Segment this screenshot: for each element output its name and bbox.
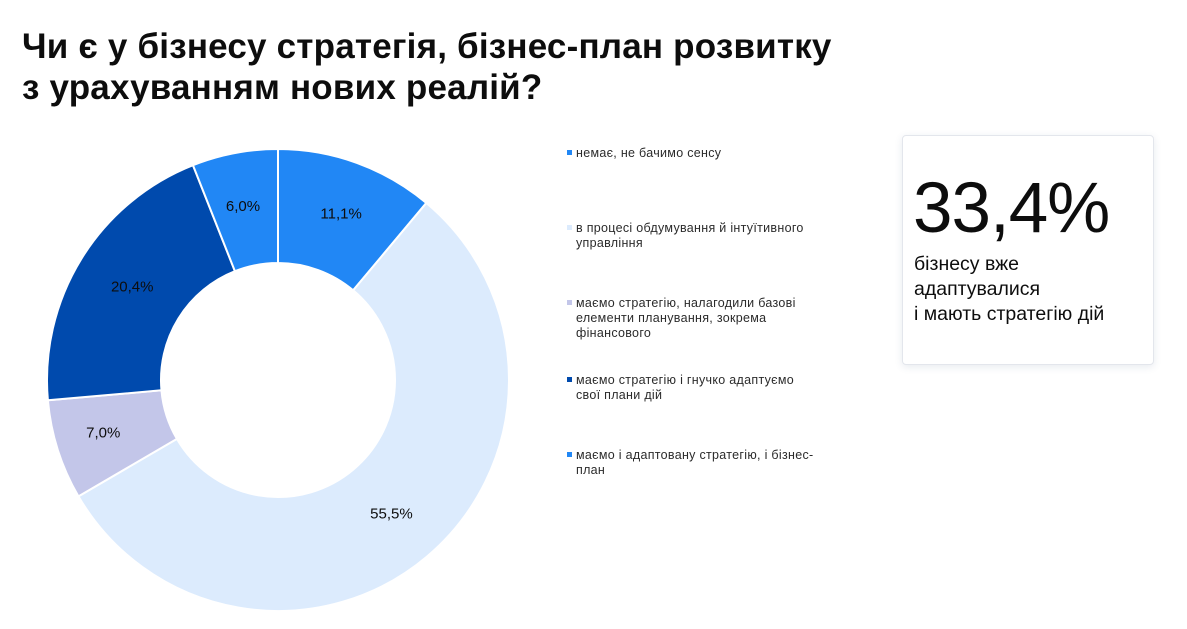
slice-flexible-strategy-label: 20,4%	[111, 279, 154, 296]
legend-item: маємо стратегію, налагодили базові елемен…	[567, 296, 857, 341]
page-title: Чи є у бізнесу стратегія, бізнес-план ро…	[22, 26, 902, 108]
slice-no-sense-label: 11,1%	[320, 206, 361, 223]
legend-swatch	[567, 377, 572, 382]
legend-label: маємо і адаптовану стратегію, і бізнес-п…	[576, 448, 814, 477]
slice-strategy-and-plan-label: 6,0%	[226, 198, 260, 215]
slice-thinking-intuitive-label: 55,5%	[370, 506, 413, 523]
callout-line-2: адаптувалися	[914, 278, 1041, 300]
legend-swatch	[567, 225, 572, 230]
legend-item: в процесі обдумування й інтуїтивного упра…	[567, 221, 857, 251]
callout-line-3: і мають стратегію дій	[914, 303, 1105, 325]
title-line-1: Чи є у бізнесу стратегія, бізнес-план ро…	[22, 27, 832, 66]
legend-label: маємо стратегію і гнучко адаптуємо свої п…	[576, 373, 794, 402]
title-line-2: з урахуванням нових реалій?	[22, 68, 543, 107]
donut-slices	[46, 147, 510, 612]
legend-swatch	[567, 150, 572, 155]
callout-value: 33,4%	[913, 169, 1110, 248]
slice-strategy-and-plan	[191, 147, 279, 273]
slice-flexible-strategy	[46, 163, 237, 402]
donut-chart: 11,1% 55,5% 7,0% 20,4% 6,0%	[46, 147, 510, 612]
legend-label: немає, не бачимо сенсу	[576, 146, 722, 160]
slice-basic-planning-label: 7,0%	[86, 424, 120, 441]
callout-text: бізнесу вже адаптувалися і мають стратег…	[914, 252, 1150, 327]
legend-item: немає, не бачимо сенсу	[567, 146, 857, 161]
legend-swatch	[567, 452, 572, 457]
legend-swatch	[567, 300, 572, 305]
legend-label: маємо стратегію, налагодили базові елемен…	[576, 296, 796, 340]
highlight-callout: 33,4% бізнесу вже адаптувалися і мають с…	[902, 135, 1154, 365]
slice-thinking-intuitive	[77, 201, 510, 612]
callout-line-1: бізнесу вже	[914, 253, 1020, 275]
legend-label: в процесі обдумування й інтуїтивного упра…	[576, 221, 804, 250]
legend-item: маємо і адаптовану стратегію, і бізнес-п…	[567, 448, 857, 478]
legend-item: маємо стратегію і гнучко адаптуємо свої п…	[567, 373, 857, 403]
donut-slice-labels: 11,1% 55,5% 7,0% 20,4% 6,0%	[86, 198, 413, 522]
